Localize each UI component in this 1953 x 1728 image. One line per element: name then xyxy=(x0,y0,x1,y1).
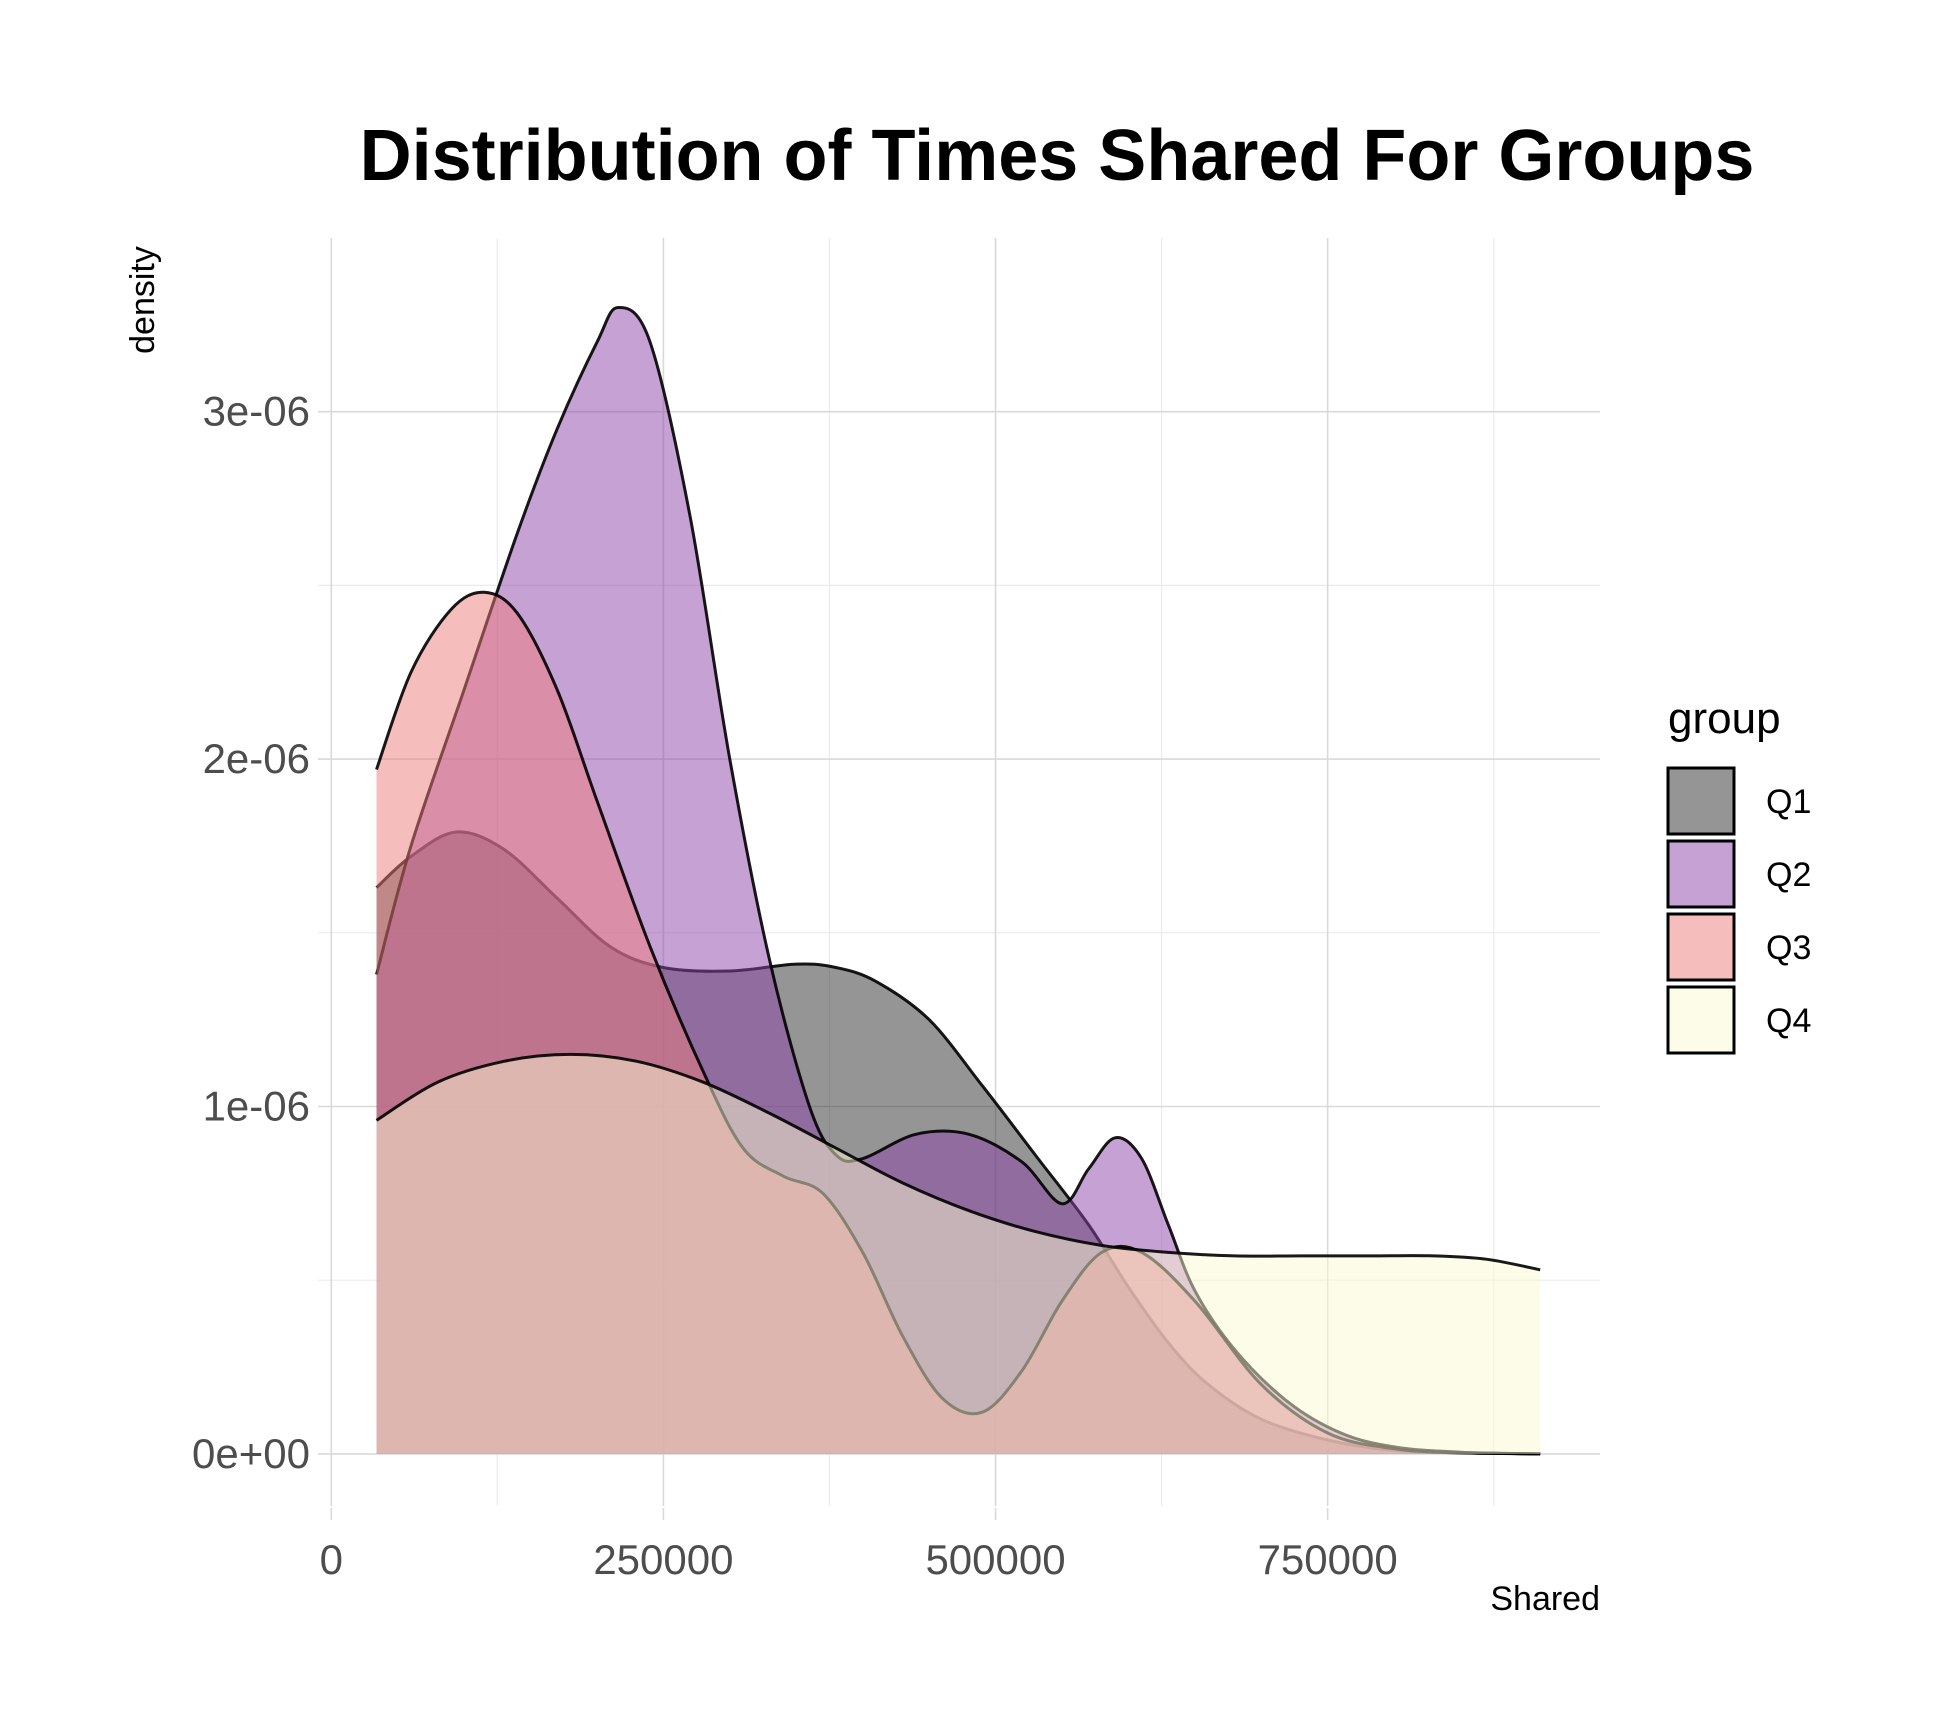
axes: 0 250000 500000 750000 0e+00 1e-06 2e-06 3e-06 xyxy=(192,388,1398,1583)
x-tick-label: 500000 xyxy=(925,1536,1065,1583)
legend-key-q4 xyxy=(1666,985,1736,1055)
chart-title: Distribution of Times Shared For Groups xyxy=(360,116,1755,196)
density-areas xyxy=(375,305,1541,1456)
legend-key-q1 xyxy=(1666,766,1736,836)
y-tick-label: 2e-06 xyxy=(203,735,310,782)
y-tick-label: 0e+00 xyxy=(192,1430,310,1477)
x-axis-label: Shared xyxy=(1490,1580,1600,1618)
legend-label-q1: Q1 xyxy=(1766,783,1811,821)
y-tick-label: 3e-06 xyxy=(203,388,310,435)
y-tick-label: 1e-06 xyxy=(203,1082,310,1129)
y-axis-label: density xyxy=(124,246,162,354)
density-line-q4 xyxy=(375,1052,1541,1272)
legend-key-q2 xyxy=(1666,839,1736,909)
legend: group Q1 Q2 Q3 Q4 xyxy=(1666,694,1811,1055)
legend-title: group xyxy=(1668,694,1781,743)
density-area-q4 xyxy=(376,1054,1541,1454)
legend-label-q4: Q4 xyxy=(1766,1002,1811,1040)
legend-label-q2: Q2 xyxy=(1766,856,1811,894)
x-tick-label: 750000 xyxy=(1258,1536,1398,1583)
x-tick-label: 250000 xyxy=(593,1536,733,1583)
legend-key-q3 xyxy=(1666,912,1736,982)
x-tick-label: 0 xyxy=(320,1536,343,1583)
legend-label-q3: Q3 xyxy=(1766,929,1811,967)
